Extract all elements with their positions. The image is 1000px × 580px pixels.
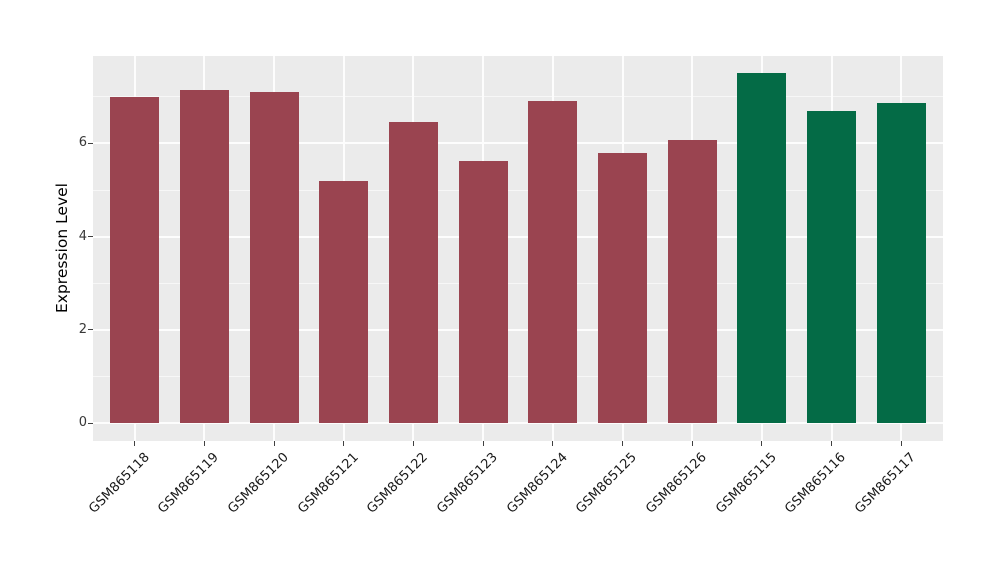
bar-GSM865119 [179, 89, 229, 424]
x-tick-mark [273, 441, 275, 446]
x-tick-mark [134, 441, 136, 446]
gridline-minor-h [93, 282, 943, 284]
x-tick-label: GSM865124 [503, 450, 571, 517]
y-tick-mark [88, 142, 93, 144]
x-tick-mark [552, 441, 554, 446]
gridline-minor-h [93, 189, 943, 191]
x-tick-mark [412, 441, 414, 446]
x-tick-label: GSM865117 [852, 450, 919, 517]
gridline-major-h [93, 142, 943, 145]
bar-GSM865120 [249, 92, 299, 424]
x-tick-mark [482, 441, 484, 446]
x-tick-label: GSM865119 [155, 450, 223, 517]
bar-GSM865121 [319, 180, 369, 424]
x-tick-mark [900, 441, 902, 446]
bar-GSM865115 [737, 73, 787, 424]
x-tick-label: GSM865118 [85, 450, 153, 517]
gridline-major-h [93, 328, 943, 331]
y-tick-mark [88, 329, 93, 331]
y-tick-label: 4 [78, 228, 87, 244]
bar-GSM865124 [528, 100, 578, 424]
x-tick-mark [831, 441, 833, 446]
y-tick-label: 0 [78, 415, 87, 431]
x-tick-label: GSM865122 [364, 450, 432, 517]
plot-panel [93, 56, 943, 441]
bar-GSM865125 [598, 152, 647, 424]
x-tick-label: GSM865115 [712, 450, 780, 517]
gridline-major-h [93, 422, 943, 425]
x-tick-mark [203, 441, 205, 446]
y-tick-label: 2 [78, 321, 87, 337]
bar-GSM865116 [807, 110, 857, 424]
bar-GSM865123 [458, 161, 508, 424]
x-tick-mark [343, 441, 345, 446]
y-tick-mark [88, 236, 93, 238]
x-tick-mark [622, 441, 623, 446]
gridline-minor-h [93, 96, 943, 98]
x-tick-label: GSM865116 [782, 450, 850, 517]
x-tick-mark [691, 441, 693, 446]
x-tick-label: GSM865121 [294, 450, 362, 517]
x-tick-label: GSM865120 [225, 450, 292, 517]
y-tick-mark [88, 422, 93, 424]
x-tick-label: GSM865126 [643, 450, 710, 517]
bar-GSM865126 [667, 140, 717, 424]
gridline-minor-h [93, 375, 943, 377]
x-tick-label: GSM865123 [434, 450, 501, 517]
x-tick-mark [761, 441, 763, 446]
gridline-major-h [93, 235, 943, 238]
y-tick-label: 6 [78, 135, 87, 151]
bar-GSM865117 [876, 102, 926, 424]
bar-GSM865122 [388, 122, 438, 424]
x-tick-label: GSM865125 [573, 450, 641, 517]
bar-GSM865118 [110, 96, 160, 424]
